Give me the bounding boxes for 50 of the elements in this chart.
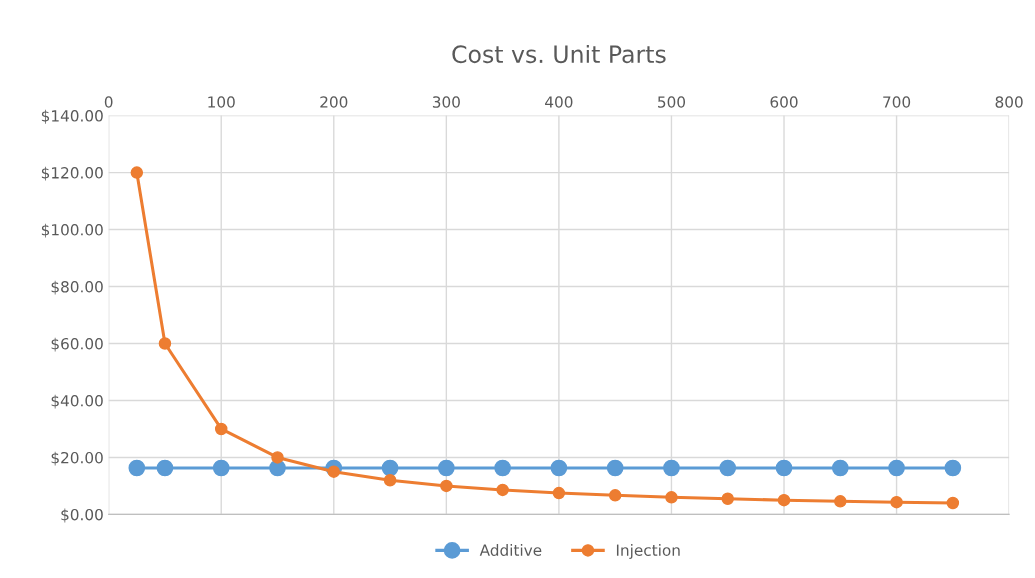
point xyxy=(156,459,174,477)
point xyxy=(608,489,622,502)
point xyxy=(496,483,509,497)
point xyxy=(775,459,793,477)
point xyxy=(440,479,453,493)
x-tick-label: 0 xyxy=(104,96,113,108)
y-tick-label: $0.00 xyxy=(61,508,103,523)
point xyxy=(721,492,734,506)
y-tick-label: $80.00 xyxy=(51,280,103,295)
point xyxy=(663,459,680,477)
point xyxy=(777,493,791,507)
x-tick-label: 500 xyxy=(658,96,686,108)
point xyxy=(946,496,960,510)
x-tick-label: 400 xyxy=(545,96,573,108)
point xyxy=(890,495,903,509)
x-tick-label: 800 xyxy=(995,96,1023,108)
point xyxy=(128,459,146,477)
legend-label: Injection xyxy=(616,544,680,559)
y-tick-label: $100.00 xyxy=(41,223,103,238)
point xyxy=(381,459,399,477)
point xyxy=(438,459,455,477)
x-tick-label: 600 xyxy=(770,96,798,108)
point xyxy=(944,459,962,477)
point xyxy=(271,451,284,464)
point xyxy=(888,459,905,477)
x-tick-label: 300 xyxy=(432,96,460,108)
x-tick-label: 700 xyxy=(883,96,911,108)
point xyxy=(158,337,172,350)
point xyxy=(550,459,568,477)
x-tick-label: 100 xyxy=(208,96,235,108)
point xyxy=(831,459,849,477)
point xyxy=(665,491,678,504)
point xyxy=(214,422,228,436)
point xyxy=(327,465,341,478)
point xyxy=(552,486,566,500)
y-tick-label: $40.00 xyxy=(51,394,103,409)
point xyxy=(834,495,847,508)
chart-title: Cost vs. Unit Parts xyxy=(452,44,666,64)
point xyxy=(494,459,511,477)
point xyxy=(606,459,624,477)
y-tick-label: $120.00 xyxy=(41,166,103,181)
point xyxy=(130,166,144,179)
point xyxy=(719,459,737,477)
y-tick-label: $140.00 xyxy=(41,109,103,124)
x-tick-label: 200 xyxy=(320,96,348,108)
y-tick-label: $60.00 xyxy=(51,337,103,352)
point xyxy=(383,473,397,487)
legend-label: Additive xyxy=(479,544,542,556)
point xyxy=(212,459,230,477)
y-tick-label: $20.00 xyxy=(51,451,103,466)
